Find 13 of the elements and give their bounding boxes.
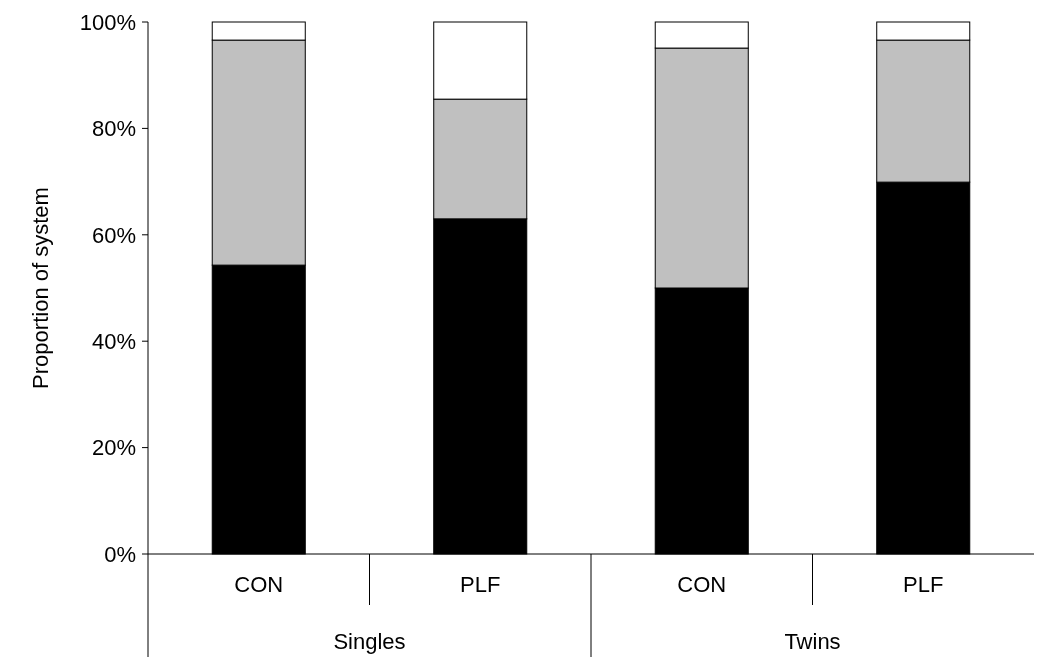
y-tick-label: 80% — [91, 116, 136, 142]
y-tick-label: 20% — [91, 435, 136, 461]
text: Singles — [333, 628, 406, 654]
x-tick-label: CON — [234, 571, 284, 597]
x-tick-label: CON — [677, 571, 727, 597]
text: Twins — [784, 628, 841, 654]
x-tick-label: PLF — [460, 571, 501, 597]
y-axis-title: Proportion of system — [28, 187, 53, 389]
y-tick-label: 40% — [91, 328, 136, 354]
y-tick-label: 0% — [104, 541, 136, 567]
x-tick-label: PLF — [903, 571, 944, 597]
y-tick-label: 100% — [79, 9, 136, 35]
y-tick-label: 60% — [91, 222, 136, 248]
